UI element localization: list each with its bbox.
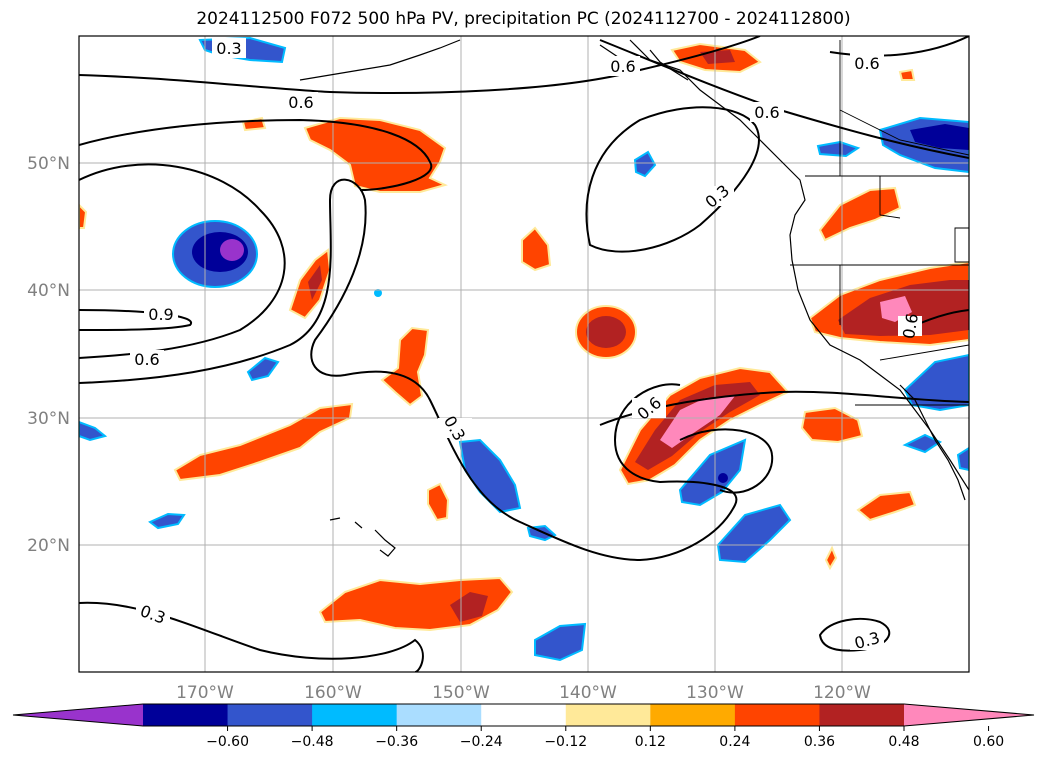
positive-anomaly-area (800, 406, 864, 444)
negative-anomaly-area (220, 239, 244, 261)
pv-contour-line (79, 163, 286, 359)
pv-contour-line (585, 106, 760, 253)
latitude-tick-labels: 50°N 40°N 30°N 20°N (27, 154, 70, 556)
positive-anomaly-area (380, 326, 430, 407)
lat-tick-label: 30°N (27, 409, 70, 429)
colorbar-label: −0.60 (206, 734, 249, 750)
north-america-coastline (629, 39, 969, 491)
negative-anomaly-area (374, 289, 382, 297)
positive-anomaly-area (173, 402, 354, 482)
us-state-borders (790, 176, 969, 406)
positive-anomaly-area (427, 482, 450, 522)
positive-anomaly-area (824, 545, 838, 571)
positive-anomaly-area (818, 186, 902, 242)
colorbar-label: 0.48 (888, 734, 919, 750)
negative-anomaly-area (678, 438, 747, 507)
colorbar-extend-min (13, 704, 143, 726)
pv-contours (79, 36, 969, 672)
map-plot-area: 0.3 0.6 0.6 0.6 0.6 0.3 0.9 0.6 0.3 0.6 … (79, 36, 969, 672)
lat-tick-label: 20°N (27, 536, 70, 556)
colorbar-label: 0.12 (635, 734, 666, 750)
pv-contour-label: 0.6 (134, 350, 159, 369)
pv-contour-line (79, 178, 738, 562)
positive-anomaly-area (880, 296, 912, 322)
negative-anomaly-area (633, 150, 657, 178)
positive-anomaly-area (308, 265, 322, 300)
colorbar-label: −0.12 (544, 734, 587, 750)
colorbar-swatch (396, 704, 482, 726)
pv-contour-label: 0.3 (216, 39, 241, 58)
pv-contour-label: 0.6 (610, 57, 635, 76)
colorbar-extend-max (904, 704, 1034, 726)
colorbar-label: 0.24 (719, 734, 750, 750)
baja-coastline (899, 384, 966, 501)
colorbar-label: −0.24 (460, 734, 503, 750)
negative-anomaly-area (79, 420, 108, 442)
aleutian-coastline (299, 39, 461, 81)
colorbar-label: −0.36 (375, 734, 418, 750)
positive-anomaly-area (898, 68, 916, 81)
positive-anomaly-area (79, 203, 88, 229)
positive-anomaly-area (303, 116, 448, 193)
positive-anomaly-area (660, 396, 735, 448)
colorbar-swatch (565, 704, 651, 726)
hawaii-islands (329, 517, 396, 557)
map-frame (78, 35, 970, 673)
precip-anomaly-shading (79, 36, 969, 662)
pv-contour-line (79, 118, 433, 191)
negative-anomaly-area (534, 622, 587, 662)
negative-anomaly-area (148, 512, 186, 530)
lat-tick-label: 40°N (27, 281, 70, 301)
lon-tick-label: 140°W (559, 683, 617, 703)
lon-tick-label: 170°W (176, 683, 234, 703)
pv-contour-label: 0.6 (899, 312, 922, 340)
pv-contour-label: 0.6 (288, 93, 313, 112)
lon-tick-label: 150°W (432, 683, 490, 703)
colorbar-label: 0.60 (973, 734, 1004, 750)
negative-anomaly-area (910, 124, 969, 150)
colorbar-swatch (481, 704, 567, 726)
colorbar-swatch (734, 704, 820, 726)
positive-anomaly-area (586, 316, 626, 348)
pv-contour-label: 0.3 (701, 181, 733, 212)
negative-anomaly-area (816, 140, 861, 158)
negative-anomaly-area (902, 433, 943, 454)
pv-contour-label: 0.6 (854, 54, 879, 73)
pv-contour-line (679, 428, 774, 494)
negative-anomaly-area (956, 446, 969, 472)
colorbar-swatch (143, 704, 229, 726)
map-title: 2024112500 F072 500 hPa PV, precipitatio… (196, 9, 851, 29)
pv-contour-line (79, 309, 193, 331)
colorbar-label: 0.36 (804, 734, 835, 750)
colorbar-outline (12, 703, 1035, 727)
lon-tick-label: 130°W (686, 683, 744, 703)
coastlines (299, 39, 969, 557)
gridlines (79, 36, 969, 672)
pv-contour-label: 0.3 (440, 412, 469, 444)
canada-province-border (839, 40, 969, 176)
lon-tick-label: 120°W (813, 683, 871, 703)
lon-tick-label: 160°W (304, 683, 362, 703)
negative-anomaly-area (716, 503, 792, 564)
colorbar-swatch (819, 704, 905, 726)
pv-contour-line (818, 617, 891, 652)
lat-tick-label: 50°N (27, 154, 70, 174)
pv-contour-line (829, 36, 969, 57)
colorbar-swatch (650, 704, 736, 726)
negative-anomaly-area (718, 473, 728, 483)
pv-contour-label: 0.9 (148, 305, 173, 324)
positive-anomaly-area (450, 592, 488, 622)
pv-contour-label: 0.6 (754, 103, 779, 122)
longitude-tick-labels: 170°W 160°W 150°W 140°W 130°W 120°W (176, 683, 871, 703)
pv-contour-line (79, 36, 761, 94)
political-borders (790, 40, 969, 406)
colorbar: −0.60 −0.48 −0.36 −0.24 −0.12 0.12 0.24 0.36 0.4… (12, 703, 1035, 750)
positive-anomaly-area (856, 490, 917, 522)
positive-anomaly-area (521, 226, 552, 272)
colorbar-swatch (227, 704, 313, 726)
colorbar-swatch (312, 704, 398, 726)
colorbar-label: −0.48 (291, 734, 334, 750)
negative-anomaly-area (246, 356, 280, 382)
